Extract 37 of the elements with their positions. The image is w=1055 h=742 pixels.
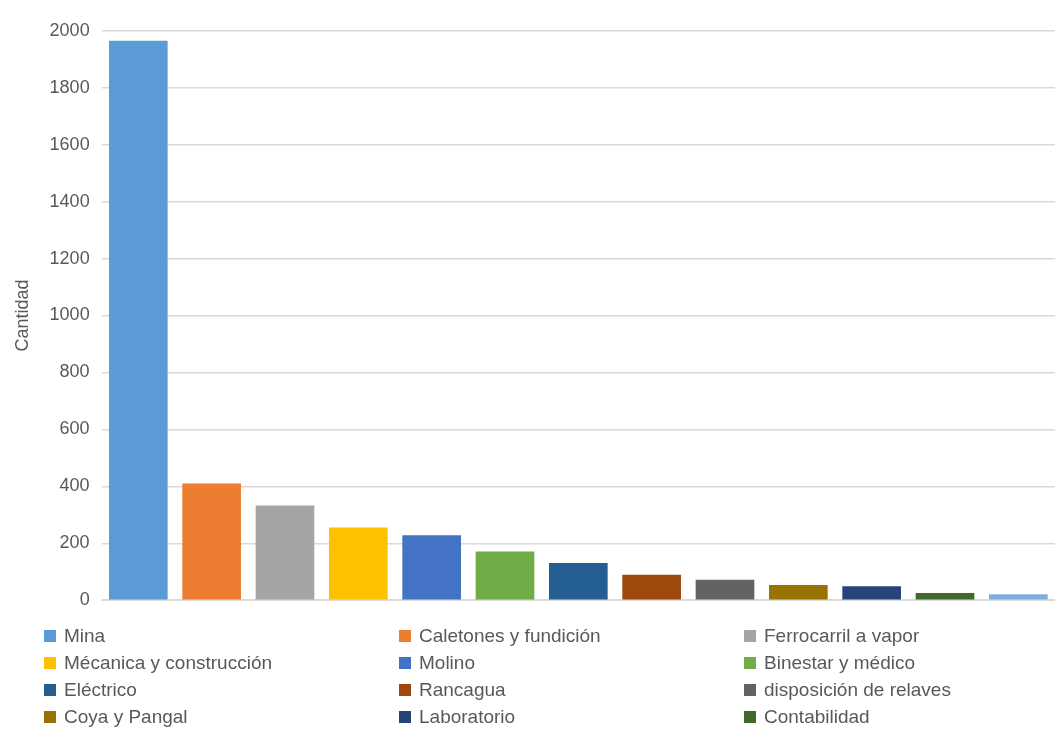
bar (255, 505, 315, 600)
y-tick-label: 600 (59, 418, 90, 439)
bar (989, 594, 1048, 600)
y-tick-label: 0 (79, 589, 90, 610)
legend-label: Mécanica y construcción (64, 651, 273, 674)
y-axis-title: Cantidad (11, 279, 32, 352)
bar (108, 40, 168, 600)
legend-label: Caletones y fundición (419, 624, 601, 647)
bar (622, 574, 681, 600)
bar (548, 562, 608, 600)
legend-label: Mina (64, 624, 106, 647)
legend-label: Laboratorio (419, 705, 516, 728)
y-tick-label: 1400 (49, 190, 90, 211)
y-tick-label: 2000 (49, 19, 90, 40)
legend-label: Binestar y médico (764, 651, 916, 674)
bar (402, 535, 461, 600)
legend-label: Eléctrico (64, 678, 137, 701)
y-tick-label: 1600 (49, 133, 90, 154)
y-tick-label: 400 (59, 475, 90, 496)
bar (768, 585, 828, 600)
y-tick-label: 800 (59, 361, 90, 382)
legend-label: Coya y Pangal (64, 705, 188, 728)
legend-label: disposición de relaves (764, 678, 951, 701)
legend-label: Rancagua (419, 678, 506, 701)
legend-label: Ferrocarril a vapor (764, 624, 920, 647)
y-tick-label: 1200 (49, 247, 90, 268)
bar (182, 483, 241, 600)
legend-label: Molino (419, 651, 475, 674)
bar (475, 551, 535, 600)
legend-label: Contabilidad (764, 705, 870, 728)
y-tick-label: 1000 (49, 304, 90, 325)
bar (915, 593, 975, 600)
y-tick-label: 200 (59, 532, 90, 553)
bar (842, 586, 901, 600)
bar (328, 527, 388, 600)
bar (695, 579, 755, 600)
y-tick-label: 1800 (49, 76, 90, 97)
